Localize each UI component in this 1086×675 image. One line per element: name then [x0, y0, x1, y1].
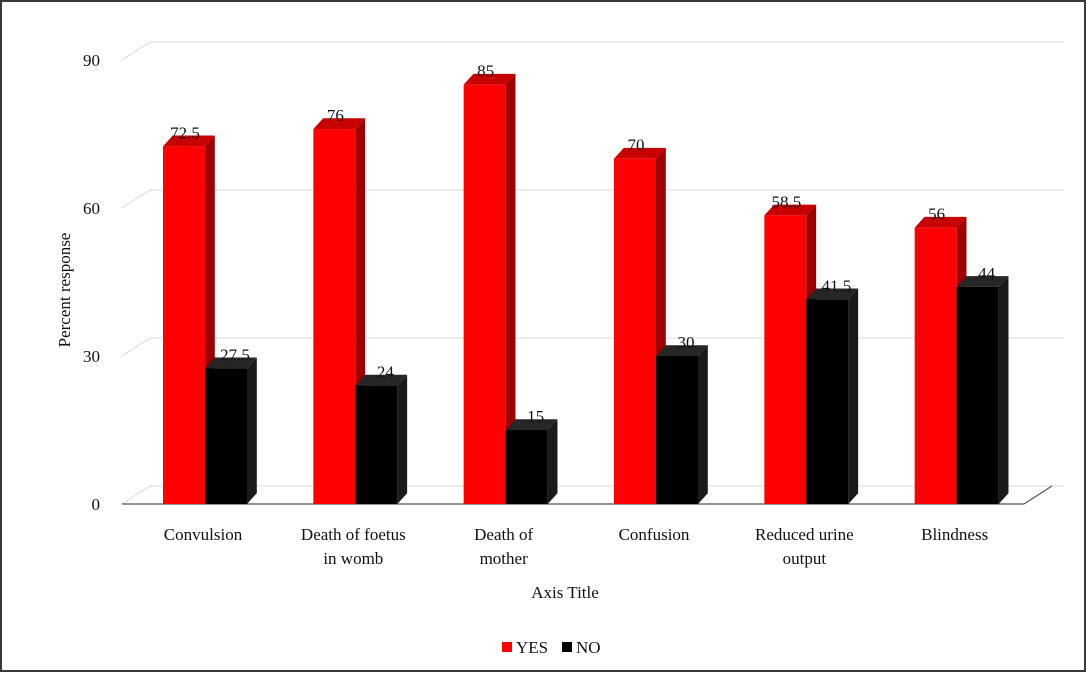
bar-front — [806, 299, 849, 504]
bar-side — [698, 345, 708, 504]
category-label: Convulsion — [164, 525, 243, 544]
bar-no-0 — [205, 357, 257, 504]
bar-no-2 — [505, 419, 558, 504]
bar-front — [956, 286, 999, 504]
bar-front — [313, 129, 356, 505]
axes — [122, 485, 1053, 505]
category-label: Blindness — [921, 525, 988, 544]
bar-side — [547, 419, 558, 504]
bar-front — [205, 368, 247, 504]
data-label: 44 — [978, 264, 996, 283]
legend-label-no: NO — [576, 638, 601, 657]
bar-front — [656, 356, 698, 504]
legend: YES NO — [502, 638, 601, 657]
gridline-diag — [121, 41, 151, 61]
bar-side — [247, 357, 257, 504]
category-label: output — [783, 549, 827, 568]
category-label: Reduced urine — [755, 525, 854, 544]
data-label: 72.5 — [170, 123, 200, 142]
bar-top — [614, 147, 666, 159]
bar-top — [764, 204, 817, 216]
category-label: Death of — [474, 525, 533, 544]
bar-no-3 — [656, 345, 708, 504]
bar-top — [656, 345, 708, 356]
category-label: Death of foetus — [301, 525, 406, 544]
bars — [163, 73, 1009, 505]
data-label: 58.5 — [771, 192, 801, 211]
legend-swatch-no — [562, 642, 572, 652]
bar-top — [355, 374, 408, 386]
x-axis-title: Axis Title — [531, 583, 599, 602]
bar-no-5 — [956, 276, 1009, 504]
bar-top — [205, 357, 257, 369]
data-label: 15 — [527, 407, 544, 426]
data-label: 30 — [678, 333, 695, 352]
data-label: 85 — [477, 62, 494, 81]
gridline-diag — [121, 189, 151, 209]
data-labels: 72.5 27.5 76 24 85 15 70 30 58.5 41.5 56 44 — [170, 62, 996, 426]
bar-top — [163, 135, 215, 147]
bar-front — [355, 385, 398, 504]
bar-no-4 — [806, 288, 859, 504]
y-tick-labels: 0 30 60 90 — [83, 51, 100, 514]
data-label: 24 — [377, 363, 395, 382]
floor-edge — [1023, 485, 1053, 505]
gridline-diag — [121, 485, 151, 505]
category-label: Confusion — [619, 525, 690, 544]
data-label: 56 — [928, 205, 945, 224]
bar-top — [956, 276, 1009, 287]
y-tick-label: 60 — [83, 199, 100, 218]
bar-front — [764, 215, 807, 504]
bar-no-1 — [355, 374, 408, 504]
bar-front — [914, 227, 957, 504]
y-tick-label: 90 — [83, 51, 100, 70]
bar-front — [614, 158, 656, 504]
bar-top — [914, 216, 967, 228]
data-label: 41.5 — [821, 276, 851, 295]
bar-side — [397, 374, 408, 504]
legend-label-yes: YES — [516, 638, 548, 657]
bar-side — [848, 288, 859, 504]
bar-top — [463, 73, 516, 85]
bar-side — [505, 73, 516, 504]
data-label: 70 — [628, 136, 645, 155]
gridlines — [121, 41, 1064, 505]
bar-yes-3 — [614, 147, 666, 504]
bar-front — [505, 430, 548, 504]
y-tick-label: 30 — [83, 347, 100, 366]
data-label: 27.5 — [220, 345, 250, 364]
category-label: in womb — [323, 549, 383, 568]
y-tick-label: 0 — [92, 495, 101, 514]
category-labels: Convulsion Death of foetus in womb Death of… — [164, 525, 988, 568]
data-label: 76 — [327, 106, 344, 125]
category-label: mother — [480, 549, 528, 568]
gridline-diag — [121, 337, 151, 357]
bar-top — [806, 288, 859, 300]
bar-yes-2 — [463, 73, 516, 505]
bar-side — [998, 276, 1009, 504]
bar-top — [313, 118, 366, 130]
bar-top — [505, 419, 558, 430]
legend-swatch-yes — [502, 642, 512, 652]
y-axis-title: Percent response — [55, 233, 74, 348]
bar-front — [163, 146, 205, 505]
bar-front — [463, 84, 506, 505]
